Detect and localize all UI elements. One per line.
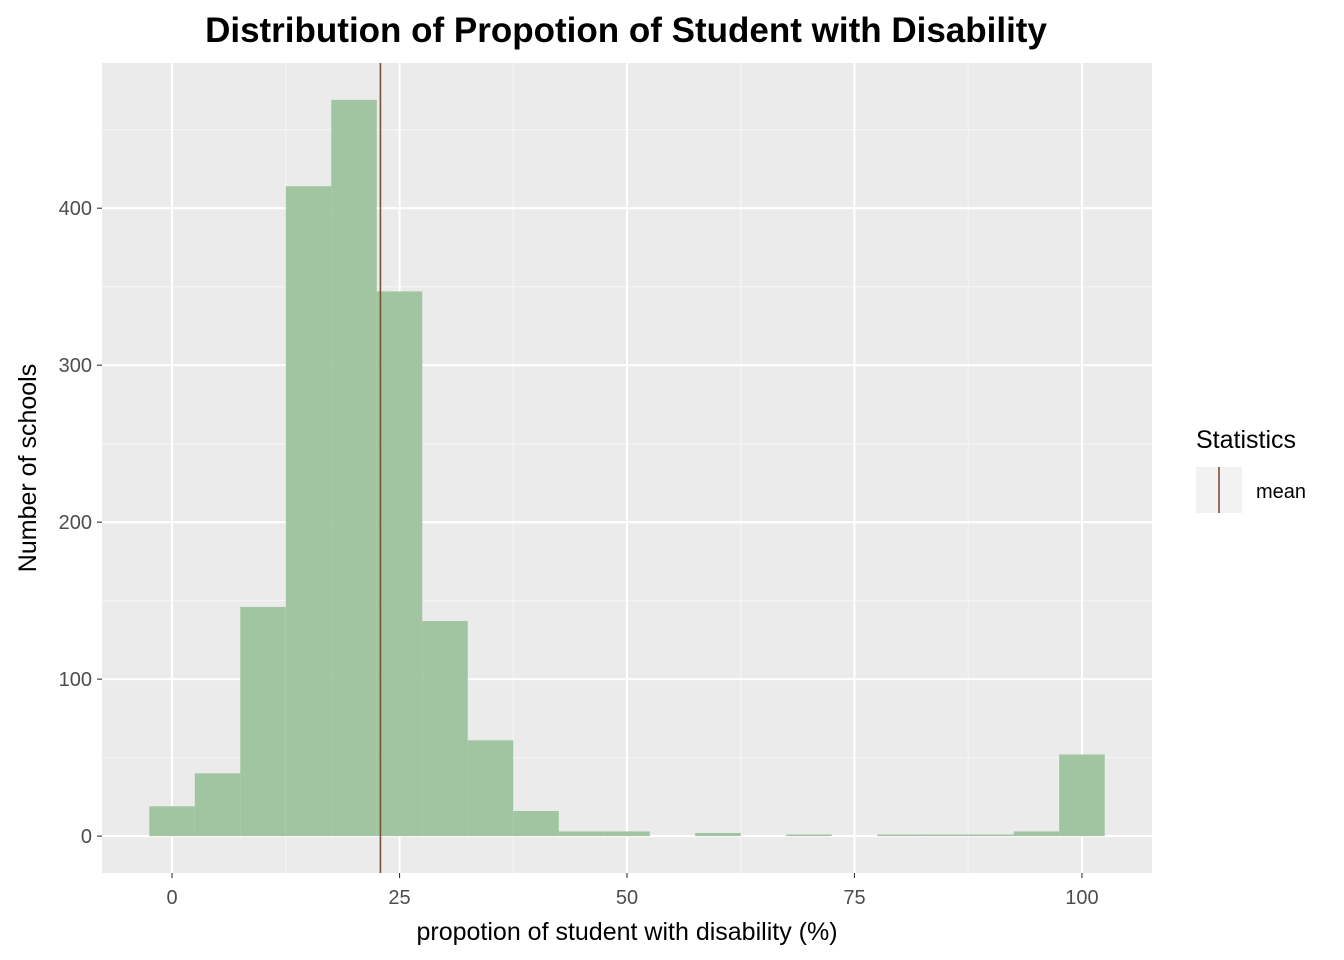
y-tick-label: 100 bbox=[59, 669, 92, 691]
legend-label-mean: mean bbox=[1256, 481, 1306, 503]
y-tick-label: 400 bbox=[59, 198, 92, 220]
histogram-bar bbox=[786, 834, 832, 837]
legend-title: Statistics bbox=[1196, 426, 1296, 454]
y-tick-label: 200 bbox=[59, 512, 92, 534]
y-tick-label: 300 bbox=[59, 355, 92, 377]
x-axis: 0 25 50 75 100 bbox=[166, 873, 1099, 909]
histogram-bar bbox=[1059, 754, 1105, 837]
x-tick-label: 25 bbox=[388, 887, 410, 909]
chart-title: Distribution of Propotion of Student wit… bbox=[205, 11, 1047, 50]
histogram-bar bbox=[513, 810, 559, 837]
histogram-bar bbox=[467, 740, 514, 837]
y-axis: 0 100 200 300 400 bbox=[59, 198, 102, 848]
x-tick-label: 75 bbox=[843, 887, 865, 909]
x-tick-label: 100 bbox=[1065, 887, 1098, 909]
histogram-bar bbox=[1013, 831, 1060, 837]
histogram-bar bbox=[695, 832, 741, 837]
x-axis-title: propotion of student with disability (%) bbox=[416, 918, 837, 946]
histogram-bar bbox=[240, 606, 286, 837]
histogram-bars bbox=[149, 99, 1105, 837]
y-axis-title: Number of schools bbox=[14, 364, 42, 572]
histogram-bar bbox=[149, 806, 195, 837]
legend: Statistics mean bbox=[1196, 426, 1306, 513]
histogram-bar bbox=[194, 773, 241, 837]
histogram-bar bbox=[968, 834, 1014, 837]
histogram-bar bbox=[376, 291, 423, 837]
x-tick-label: 50 bbox=[616, 887, 638, 909]
x-tick-label: 0 bbox=[166, 887, 177, 909]
histogram-bar bbox=[922, 834, 969, 837]
histogram-bar bbox=[331, 99, 377, 837]
histogram-bar bbox=[604, 831, 650, 837]
histogram-bar bbox=[877, 834, 923, 837]
histogram-bar bbox=[422, 621, 468, 837]
histogram-bar bbox=[558, 831, 605, 837]
y-tick-label: 0 bbox=[81, 826, 92, 848]
histogram-bar bbox=[285, 186, 332, 837]
